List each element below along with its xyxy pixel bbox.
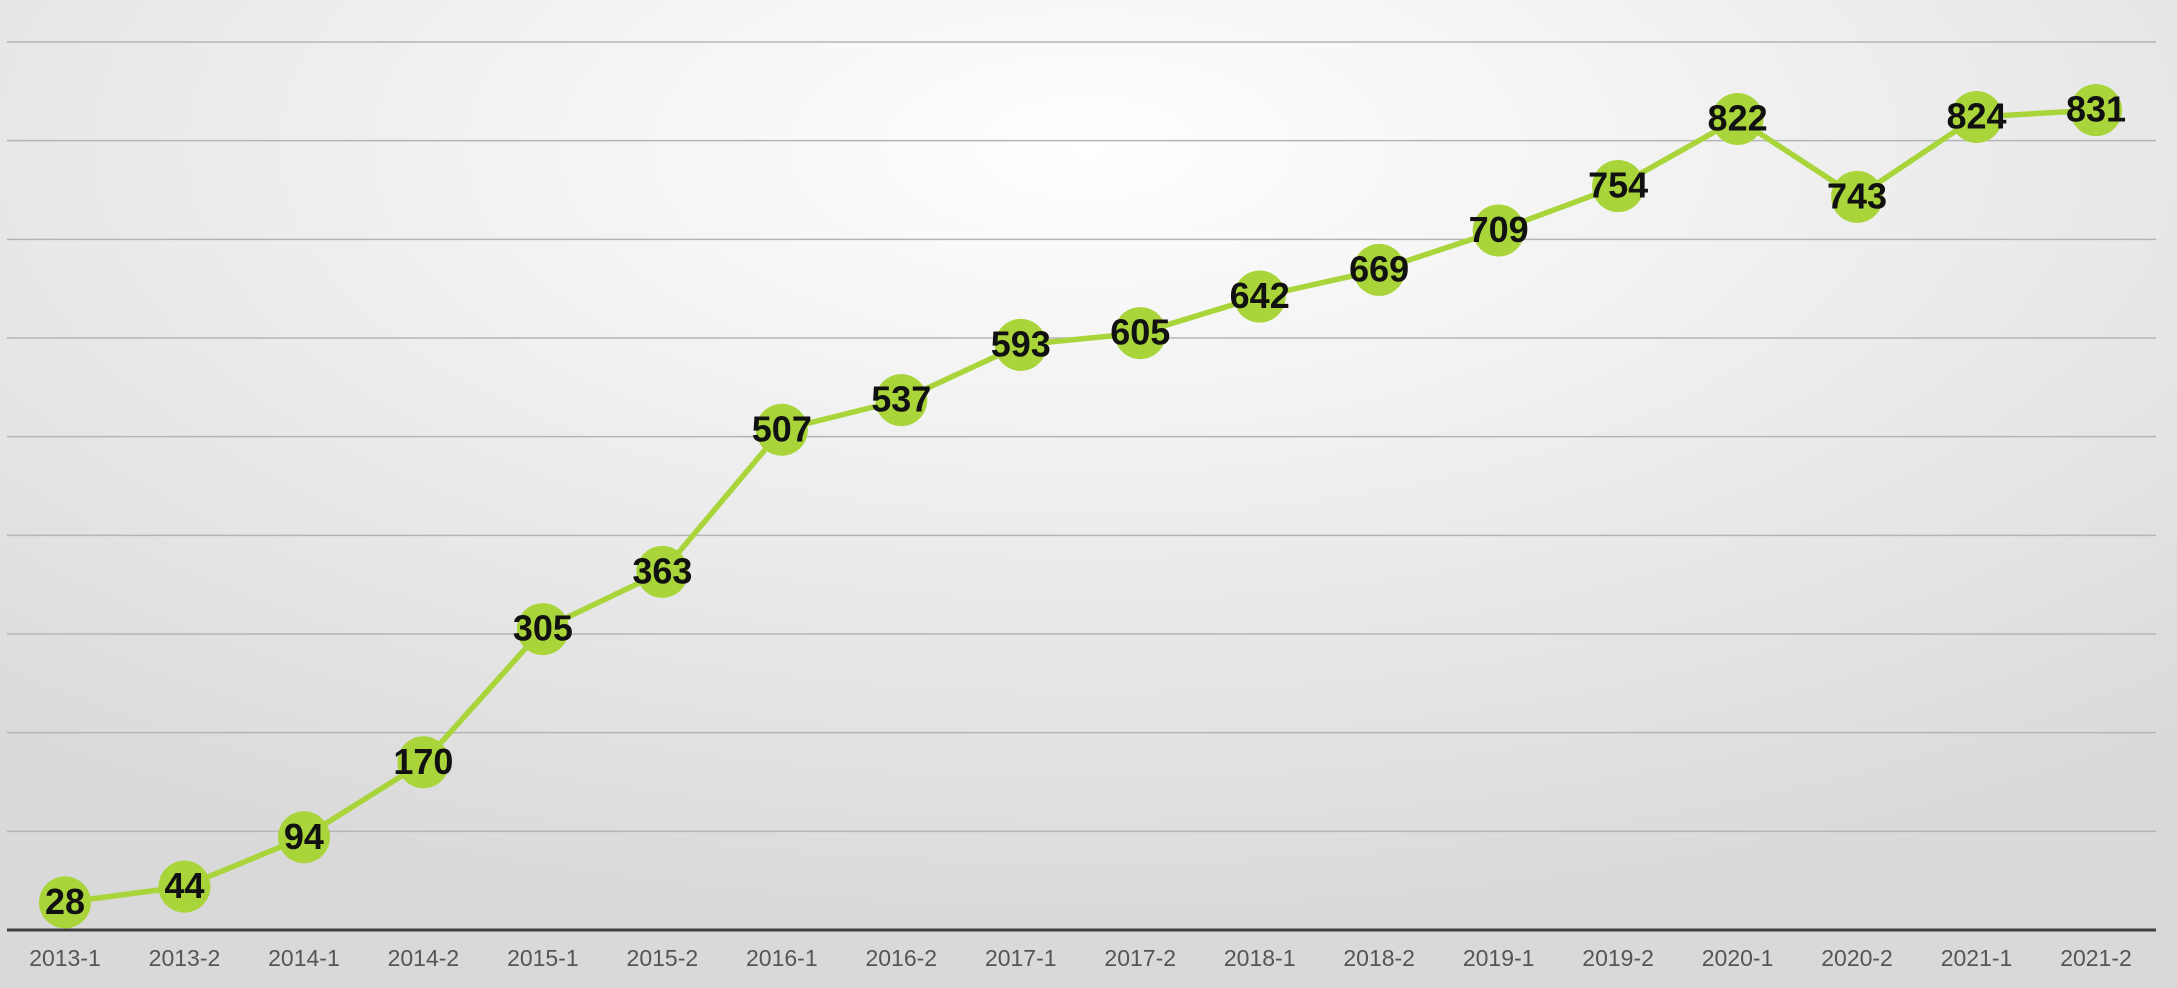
x-tick-label: 2015-1 — [507, 945, 579, 971]
marker — [1950, 90, 2003, 143]
x-tick-label: 2017-2 — [1104, 945, 1176, 971]
marker — [1233, 270, 1286, 323]
marker — [397, 736, 450, 789]
x-tick-label: 2015-2 — [627, 945, 699, 971]
data-label: 669 — [1349, 248, 1409, 289]
marker — [994, 318, 1047, 371]
x-tick-label: 2016-2 — [865, 945, 937, 971]
marker — [2070, 84, 2122, 137]
marker — [1831, 170, 1884, 223]
marker — [636, 545, 689, 598]
x-tick-label: 2021-1 — [1941, 945, 2013, 971]
x-tick-label: 2020-1 — [1702, 945, 1774, 971]
data-label: 754 — [1588, 165, 1648, 206]
data-label: 28 — [45, 881, 85, 922]
data-label: 507 — [752, 408, 812, 449]
marker — [39, 876, 91, 929]
x-tick-label: 2018-1 — [1224, 945, 1296, 971]
marker — [277, 811, 330, 864]
data-label: 822 — [1708, 97, 1768, 138]
marker — [1114, 307, 1167, 360]
marker — [1592, 160, 1645, 213]
x-tick-label: 2018-2 — [1343, 945, 1415, 971]
data-label: 170 — [393, 741, 453, 782]
x-tick-label: 2021-2 — [2060, 945, 2132, 971]
data-label: 824 — [1946, 96, 2006, 137]
marker — [516, 603, 569, 656]
marker — [755, 403, 808, 456]
x-tick-label: 2016-1 — [746, 945, 818, 971]
plot: 2013-1 2013-2 2014-1 2014-2 2015-1 2015-2 2016… — [29, 84, 2132, 971]
x-tick-label: 2017-1 — [985, 945, 1057, 971]
x-tick-label: 2019-2 — [1582, 945, 1654, 971]
marker — [1711, 92, 1764, 145]
data-label: 709 — [1469, 209, 1529, 250]
data-label: 605 — [1110, 312, 1170, 353]
marker — [158, 860, 211, 913]
marker — [875, 374, 928, 427]
data-label: 363 — [632, 550, 692, 591]
data-label: 642 — [1230, 275, 1290, 316]
data-label: 743 — [1827, 175, 1887, 216]
x-tick-label: 2013-2 — [149, 945, 221, 971]
data-label: 44 — [164, 865, 204, 906]
data-label: 537 — [871, 379, 931, 420]
marker — [1472, 204, 1525, 257]
x-tick-label: 2020-2 — [1821, 945, 1893, 971]
x-tick-label: 2014-1 — [268, 945, 340, 971]
marker — [1353, 243, 1406, 296]
grid — [7, 41, 2156, 932]
x-tick-label: 2014-2 — [388, 945, 460, 971]
data-label: 593 — [991, 323, 1051, 364]
data-label: 94 — [284, 816, 324, 857]
data-label: 831 — [2066, 89, 2126, 130]
x-tick-label: 2013-1 — [29, 945, 101, 971]
x-tick-label: 2019-1 — [1463, 945, 1535, 971]
data-label: 305 — [513, 608, 573, 649]
